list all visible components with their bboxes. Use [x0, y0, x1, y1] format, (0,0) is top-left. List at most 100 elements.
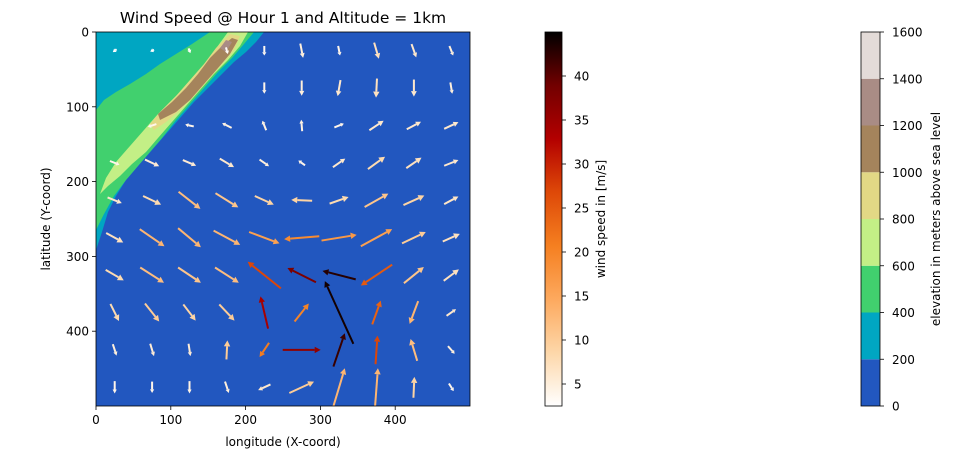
y-tick-label: 200 — [66, 175, 89, 189]
wind-arrow — [408, 300, 420, 324]
wind-arrow — [258, 296, 270, 329]
plot-area — [95, 31, 471, 407]
wind-arrow — [321, 232, 357, 242]
wind-arrow — [374, 368, 381, 406]
elevation-tick-label: 1400 — [892, 72, 923, 86]
wind-arrow — [144, 158, 160, 167]
wind-arrow — [445, 309, 457, 317]
wind-tick-label: 15 — [574, 290, 589, 304]
wind-arrow — [443, 159, 459, 167]
wind-arrow — [177, 266, 201, 283]
wind-arrow — [105, 269, 124, 281]
x-tick-label: 300 — [309, 413, 332, 427]
wind-tick-label: 40 — [574, 70, 589, 84]
wind-arrow — [373, 78, 380, 98]
wind-arrow — [448, 45, 454, 56]
wind-arrow — [403, 267, 424, 284]
wind-arrow — [282, 346, 321, 354]
wind-arrow — [177, 227, 201, 248]
wind-arrow — [109, 303, 120, 322]
wind-arrow — [112, 381, 117, 394]
y-axis-ticks: 0 100 200 300 400 — [66, 26, 96, 339]
wind-arrow — [259, 342, 270, 358]
elevation-colorbar: 0 200 400 600 800 1000 1200 1400 1600 elevation … — [860, 26, 943, 414]
wind-arrow — [262, 45, 267, 56]
wind-arrow — [287, 267, 317, 284]
wind-arrow — [149, 343, 155, 357]
wind-arrow — [364, 193, 389, 208]
elevation-tick-label: 0 — [892, 400, 900, 414]
wind-arrow — [368, 120, 384, 132]
wind-arrow — [150, 48, 155, 53]
y-tick-label: 0 — [81, 26, 89, 40]
wind-arrow — [291, 196, 313, 204]
elevation-level — [861, 32, 880, 79]
wind-arrow — [367, 156, 386, 170]
x-axis-label: longitude (X-coord) — [225, 435, 340, 449]
wind-arrow — [324, 281, 355, 345]
wind-arrow — [288, 381, 315, 394]
wind-arrow — [185, 123, 194, 128]
x-axis-ticks: 0 100 200 300 400 — [92, 406, 407, 427]
elevation-level — [861, 78, 880, 126]
terrain-level-1000 — [158, 38, 238, 120]
elevation-tick-label: 200 — [892, 353, 915, 367]
wind-arrow — [409, 338, 419, 362]
terrain-map — [96, 32, 264, 250]
plot-frame — [95, 31, 471, 407]
wind-arrow — [447, 345, 455, 354]
chart-title: Wind Speed @ Hour 1 and Altitude = 1km — [120, 9, 446, 27]
wind-arrow — [443, 269, 459, 282]
wind-arrow — [406, 121, 422, 131]
wind-tick-label: 30 — [574, 158, 589, 172]
wind-arrow — [258, 158, 270, 167]
elevation-tick-label: 1200 — [892, 119, 923, 133]
elevation-tick-label: 600 — [892, 259, 915, 273]
wind-tick-label: 10 — [574, 334, 589, 348]
wind-arrow — [410, 79, 417, 97]
wind-arrow — [293, 303, 309, 323]
wind-arrow — [410, 376, 418, 398]
elevation-colorbar-levels — [861, 32, 880, 406]
wind-arrow — [405, 157, 422, 169]
wind-colorbar-ticks: 5 10 15 20 25 30 35 40 — [562, 70, 589, 392]
wind-arrow — [360, 263, 393, 286]
elevation-level — [861, 172, 880, 219]
wind-arrow — [443, 121, 459, 130]
x-tick-label: 200 — [234, 413, 257, 427]
wind-arrow — [373, 42, 381, 59]
wind-tick-label: 35 — [574, 114, 589, 128]
wind-arrow — [223, 340, 231, 360]
terrain-level-400 — [96, 32, 254, 230]
wind-arrow — [187, 381, 192, 394]
wind-arrow — [333, 122, 344, 129]
wind-arrow — [224, 47, 229, 55]
wind-arrow — [150, 381, 155, 393]
elevation-colorbar-ticks: 0 200 400 600 800 1000 1200 1400 1600 — [880, 26, 923, 414]
terrain-level-1200 — [220, 40, 232, 52]
x-tick-label: 0 — [92, 413, 100, 427]
wind-arrow — [337, 45, 342, 56]
wind-arrow — [109, 160, 120, 166]
wind-arrow — [254, 195, 274, 206]
wind-arrow — [403, 195, 425, 206]
wind-arrow — [105, 232, 124, 243]
wind-arrow — [332, 368, 347, 406]
wind-arrow — [284, 235, 320, 242]
wind-arrow — [177, 190, 201, 209]
wind-arrow — [329, 195, 349, 205]
y-tick-label: 400 — [66, 325, 89, 339]
wind-arrow — [449, 82, 454, 94]
wind-arrow — [335, 79, 342, 97]
elevation-level — [861, 359, 880, 406]
wind-arrow — [142, 195, 162, 205]
wind-arrow — [213, 229, 241, 245]
wind-arrow — [298, 160, 306, 167]
elevation-level — [861, 312, 880, 360]
wind-arrow — [182, 159, 197, 167]
wind-arrow — [299, 43, 305, 58]
wind-arrow — [262, 82, 267, 94]
wind-arrow — [112, 48, 118, 53]
wind-colorbar-gradient — [544, 31, 563, 407]
